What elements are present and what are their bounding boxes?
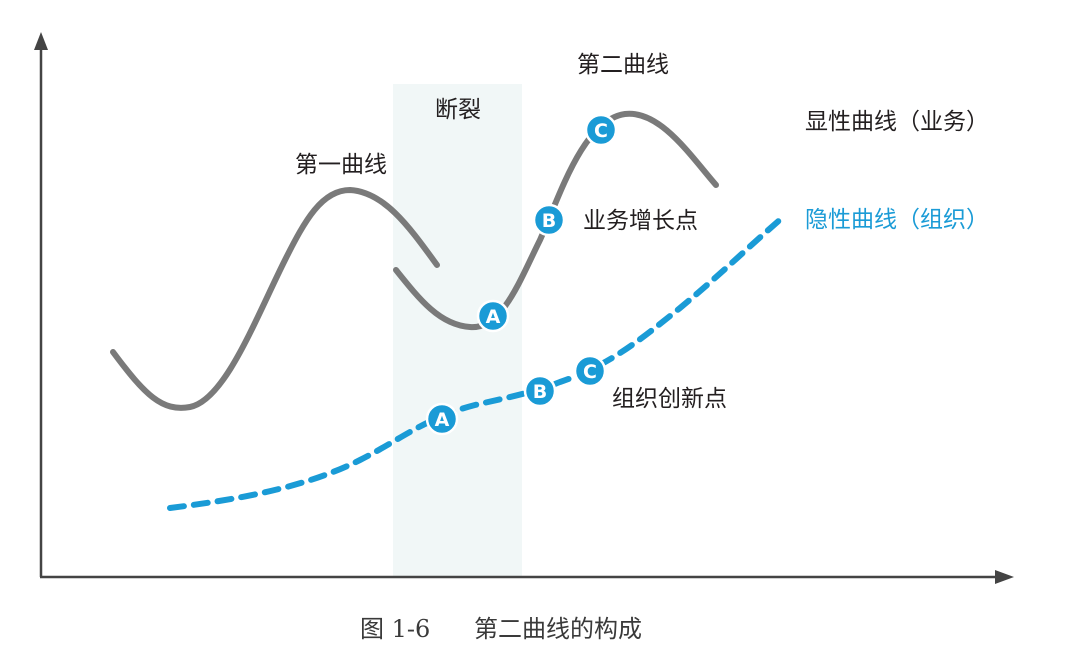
business-marker-c-label: C [594,120,608,142]
figure-number: 图 1-6 [360,615,430,643]
break-label: 断裂 [435,97,481,123]
business-marker-b: B [532,203,566,237]
y-axis-arrow [34,32,48,50]
implicit-curve-label: 隐性曲线（组织） [805,207,989,233]
figure-caption: 第二曲线的构成 [474,615,642,643]
first-curve-label: 第一曲线 [295,152,387,178]
x-axis-arrow [995,570,1014,584]
business-marker-b-label: B [542,210,556,232]
business-marker-a-label: A [486,306,501,328]
break-band [393,84,522,578]
implicit-curve [167,215,785,511]
org-marker-c: C [573,354,607,388]
business-marker-c: C [584,113,618,147]
business-growth-point-label: 业务增长点 [583,208,698,234]
org-marker-b-label: B [533,381,547,403]
explicit-curve-label: 显性曲线（业务） [805,109,989,135]
second-curve-label: 第二曲线 [577,52,669,78]
second-curve [393,110,719,331]
org-marker-a-label: A [435,409,450,431]
org-marker-a: A [425,402,459,436]
org-marker-c-label: C [583,361,597,383]
business-marker-a: A [476,299,510,333]
org-marker-b: B [523,374,557,408]
org-innovation-point-label: 组织创新点 [612,386,727,412]
first-curve [110,186,440,411]
